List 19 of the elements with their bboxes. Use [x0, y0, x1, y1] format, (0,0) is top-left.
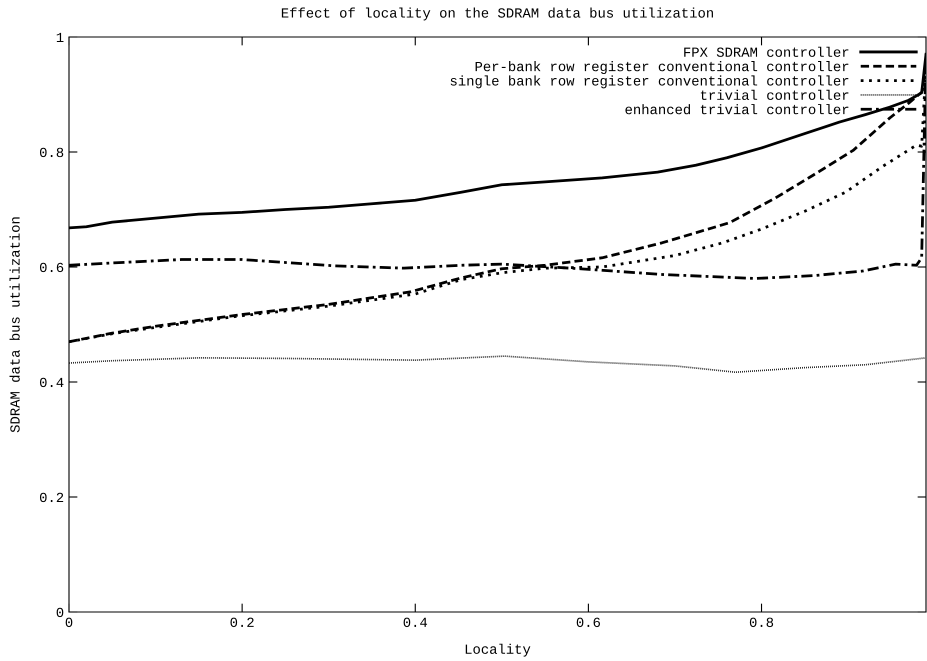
x-tick-label: 0.8: [750, 618, 774, 628]
x-tick-label: 0: [66, 618, 72, 628]
legend-label: trivial controller: [700, 90, 848, 100]
legend-label: FPX SDRAM controller: [684, 46, 848, 57]
legend-label: enhanced trivial controller: [625, 104, 848, 114]
y-tick-label: 0: [56, 608, 64, 618]
y-tick-label: 1: [56, 32, 64, 42]
chart-title: Effect of locality on the SDRAM data bus utilization: [282, 7, 713, 20]
y-tick-label: 0.6: [40, 262, 64, 272]
legend-label: single bank row register conventional controller: [450, 75, 848, 88]
x-axis-title: Locality: [466, 644, 530, 657]
x-tick-label: 0.6: [576, 618, 600, 628]
x-tick-label: 0.4: [404, 618, 428, 628]
y-tick-label: 0.8: [40, 148, 64, 158]
x-tick-label: 0.2: [230, 618, 254, 628]
y-axis-title: SDRAM data bus utilization: [10, 217, 20, 432]
y-tick-label: 0.2: [40, 492, 64, 502]
legend-label: Per-bank row register conventional controller: [476, 61, 848, 74]
y-tick-label: 0.4: [40, 378, 64, 388]
